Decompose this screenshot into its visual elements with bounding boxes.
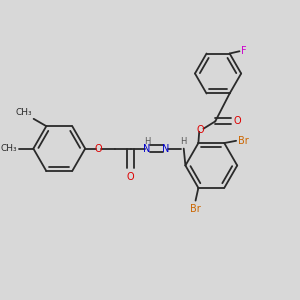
Text: O: O [127, 172, 135, 182]
Text: F: F [241, 46, 247, 56]
Text: CH₃: CH₃ [1, 144, 17, 153]
Text: N: N [162, 144, 169, 154]
Text: Br: Br [238, 136, 248, 146]
Text: Br: Br [190, 204, 201, 214]
Text: H: H [144, 137, 150, 146]
Text: O: O [197, 125, 204, 135]
Text: CH₃: CH₃ [16, 108, 32, 117]
Text: O: O [94, 144, 102, 154]
Text: N: N [143, 144, 151, 154]
Text: O: O [234, 116, 241, 126]
Text: H: H [181, 137, 187, 146]
